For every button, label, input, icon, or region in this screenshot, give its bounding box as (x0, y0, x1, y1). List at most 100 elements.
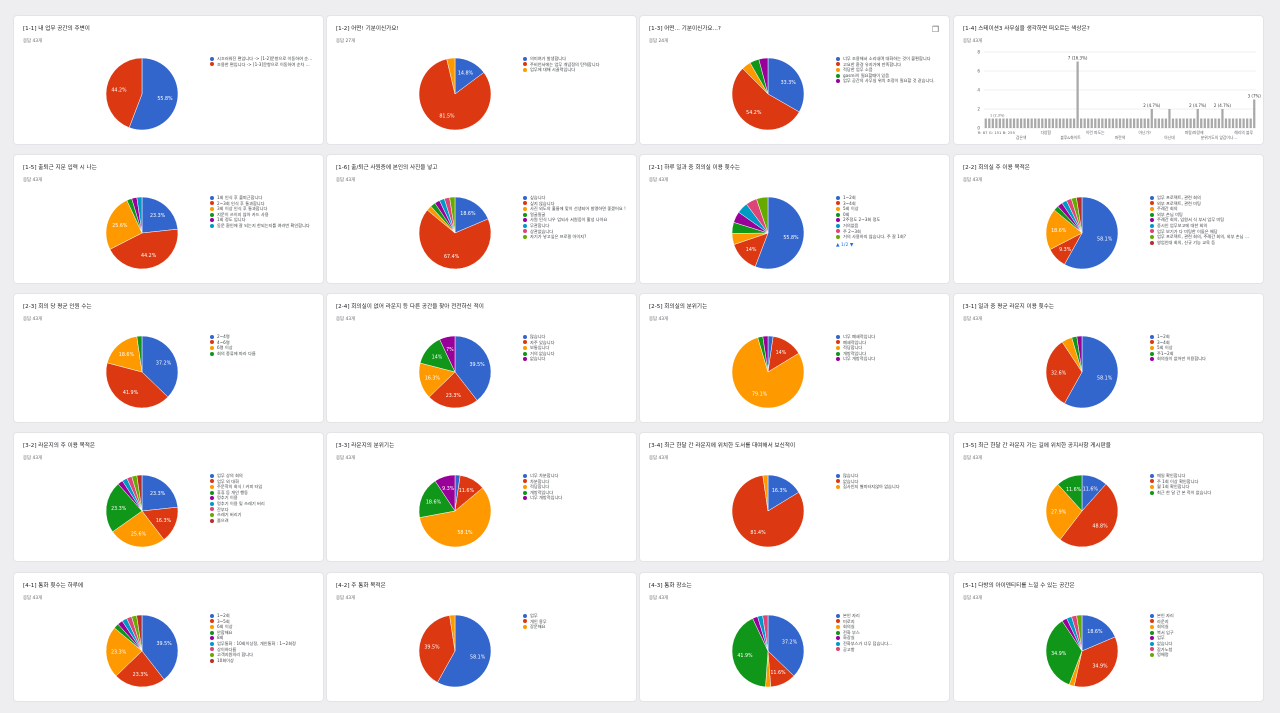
legend-item[interactable]: 최근 한 달 간 본 적이 없습니다 (1150, 490, 1211, 496)
legend-item[interactable]: 멍해멍 (1150, 652, 1174, 658)
legend-item[interactable]: 중시인 업무보고에 대한 회의 (1150, 223, 1249, 229)
bar[interactable] (1246, 118, 1249, 129)
pie-slice[interactable] (1076, 196, 1083, 234)
bar[interactable] (1083, 118, 1086, 129)
bar[interactable] (1090, 118, 1093, 129)
legend-item[interactable]: 6회 이상 (210, 624, 296, 630)
bar[interactable] (1200, 118, 1203, 129)
bar[interactable] (1125, 118, 1129, 129)
legend-item[interactable]: 업무 (523, 613, 547, 619)
bar[interactable] (1094, 118, 1097, 129)
pie-slice[interactable] (731, 475, 805, 548)
bar[interactable] (1193, 118, 1196, 129)
pie-slice[interactable] (128, 57, 179, 131)
legend-item[interactable]: 멍추기 이용 (210, 495, 265, 501)
legend-item[interactable]: 3~5회 (210, 619, 296, 625)
legend-item[interactable]: 주 2~3회 (836, 229, 906, 235)
legend-item[interactable]: 동문 환인에 잘 되는지 한되는지를 여러번 확인합니다 (210, 223, 310, 229)
bar[interactable] (1178, 118, 1182, 129)
bar[interactable] (1221, 109, 1224, 128)
legend-item[interactable]: 잔부다 (210, 507, 265, 513)
legend-item[interactable]: 10회이상 (210, 658, 296, 664)
legend-item[interactable]: 업무 프로젝트, 관련 회의, 주례간 회의, 외부 손님 … (1150, 234, 1249, 240)
legend-item[interactable]: 싶습니다 (523, 195, 626, 201)
legend-item[interactable]: 너무 개방적입니다 (523, 495, 562, 501)
bar[interactable] (1189, 118, 1192, 129)
pie-slice[interactable] (1081, 614, 1116, 652)
legend-item[interactable]: 업무 보기가 다 미팅한 이들은 해당 (1150, 229, 1249, 235)
legend-item[interactable]: 회의실 (1150, 624, 1174, 630)
pie-slice[interactable] (109, 228, 179, 270)
bar[interactable] (1161, 118, 1164, 129)
legend-item[interactable]: 개방적입니다 (523, 490, 562, 496)
pie-slice[interactable] (756, 196, 769, 234)
bar[interactable] (1157, 118, 1160, 129)
legend-item[interactable]: 업무 공간의 사무실 위치 조정이 필요할 것 같습니다. (836, 78, 935, 84)
bar[interactable] (1164, 118, 1168, 129)
pie-slice[interactable] (731, 337, 805, 409)
pie-slice[interactable] (136, 335, 143, 373)
legend-item[interactable]: 전화 부스 (836, 630, 892, 636)
bar[interactable] (1210, 118, 1213, 129)
bar[interactable] (1122, 118, 1125, 129)
legend-item[interactable]: 휴휴 등 개인 행동 (210, 490, 265, 496)
bar[interactable] (1044, 118, 1047, 129)
legend-item[interactable]: 0회 (836, 212, 906, 218)
bar[interactable] (1048, 118, 1051, 129)
bar[interactable] (1196, 109, 1199, 128)
legend-item[interactable]: 시끄러워진 편입니다 -> [1-2]문항으로 이동하여 순… (210, 56, 312, 62)
pie-slice[interactable] (762, 335, 769, 373)
legend-item[interactable]: 얼굴필굴 (523, 212, 626, 218)
legend-item[interactable]: 폐쇄적입니다 (836, 340, 875, 346)
bar[interactable] (1238, 118, 1242, 129)
bar[interactable] (1154, 118, 1157, 129)
bar[interactable] (1080, 118, 1083, 129)
pie-slice[interactable] (1076, 335, 1083, 373)
bar[interactable] (1062, 118, 1065, 129)
legend-item[interactable]: 보통입니다 (523, 345, 554, 351)
bar[interactable] (1087, 118, 1090, 129)
legend-item[interactable]: 매일 확인합니다 (1150, 473, 1211, 479)
bar[interactable] (1076, 61, 1079, 129)
legend-item[interactable]: 사진 외도의 훌륭에 맞이 선생되어 발명하면 좋겠어요 ! (523, 206, 626, 212)
pie-slice[interactable] (112, 510, 165, 548)
bar[interactable] (1242, 118, 1245, 129)
bar[interactable] (1140, 118, 1143, 129)
pie-slice[interactable] (1064, 335, 1119, 409)
bar[interactable] (1072, 118, 1076, 129)
pie-slice[interactable] (141, 196, 179, 234)
legend-item[interactable]: 영업인대 회의, 신규 기능 교육 등 (1150, 240, 1249, 246)
bar[interactable] (1231, 118, 1235, 129)
bar[interactable] (995, 118, 998, 129)
pie-slice[interactable] (105, 362, 169, 409)
legend-item[interactable]: 너무 조용해서 소리내며 대화하는 것이 불편합니다 (836, 56, 935, 62)
legend-item[interactable]: 없습니다 (1150, 641, 1174, 647)
legend-item[interactable]: 회의실 (836, 624, 892, 630)
legend-item[interactable]: 개인 용무 (523, 619, 547, 625)
bar[interactable] (1002, 118, 1005, 129)
legend-item[interactable]: 1~2회 (1150, 334, 1206, 340)
legend-item[interactable]: 적당한 업무 소음 (836, 67, 935, 73)
bar[interactable] (1150, 109, 1153, 128)
pie-slice[interactable] (418, 480, 456, 518)
legend-item[interactable]: 주문학의 회식 / 커피 타임 (210, 484, 265, 490)
bar[interactable] (1118, 118, 1122, 129)
legend-item[interactable]: 싶지 않습니다 (523, 201, 626, 207)
pie-slice[interactable] (136, 614, 143, 652)
legend-item[interactable]: 주 1회 이상 확인합니다 (1150, 479, 1211, 485)
bar[interactable] (984, 118, 987, 129)
bar[interactable] (1129, 118, 1132, 129)
legend-item[interactable]: 고요한 환경 유지가에 만족합니다 (836, 62, 935, 68)
legend-item[interactable]: 월 1회 확인합니다 (1150, 484, 1211, 490)
legend-item[interactable]: 업무 (1150, 635, 1174, 641)
legend-item[interactable]: 적당합니다 (836, 345, 875, 351)
bar[interactable] (1217, 118, 1221, 129)
bar[interactable] (1016, 118, 1019, 129)
legend-item[interactable]: 회의실이 없어만 이용합니다 (1150, 356, 1206, 362)
legend-item[interactable]: 쓰레기 버리기 (210, 512, 265, 518)
pie-slice[interactable] (731, 68, 800, 131)
legend-item[interactable]: 복서 입구 (1150, 630, 1174, 636)
pie-slice[interactable] (141, 614, 179, 680)
pie-slice[interactable] (731, 618, 769, 688)
bar[interactable] (1168, 109, 1171, 128)
